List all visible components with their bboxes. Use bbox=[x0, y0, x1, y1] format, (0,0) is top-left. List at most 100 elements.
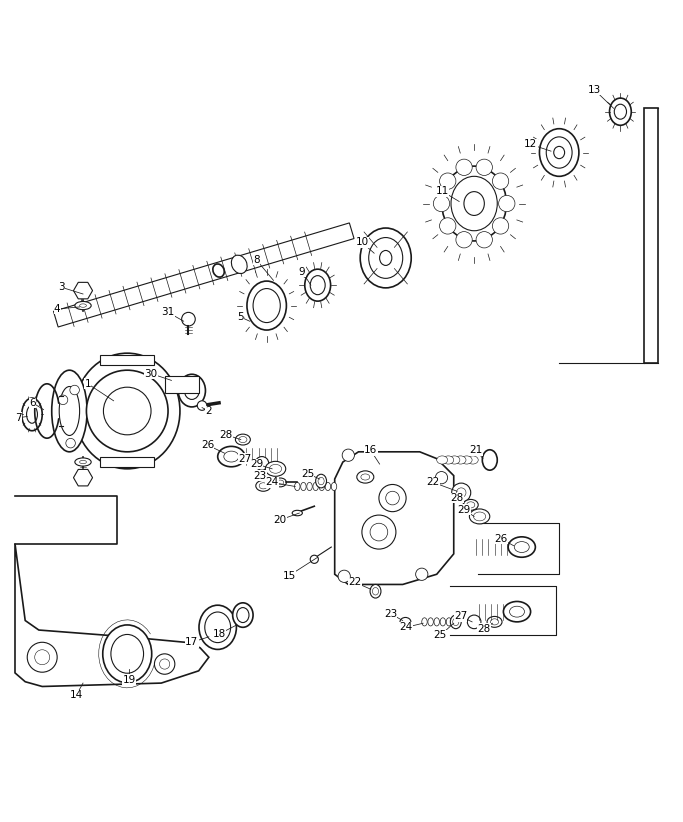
Ellipse shape bbox=[461, 456, 472, 464]
Ellipse shape bbox=[265, 461, 285, 476]
Circle shape bbox=[197, 401, 207, 410]
Ellipse shape bbox=[22, 398, 42, 431]
Ellipse shape bbox=[380, 251, 392, 266]
Ellipse shape bbox=[237, 607, 249, 622]
Ellipse shape bbox=[111, 635, 143, 673]
Text: 9: 9 bbox=[298, 266, 305, 276]
Ellipse shape bbox=[301, 483, 306, 491]
Polygon shape bbox=[100, 457, 154, 467]
Ellipse shape bbox=[213, 264, 224, 277]
Ellipse shape bbox=[455, 456, 466, 464]
Circle shape bbox=[27, 642, 57, 672]
Circle shape bbox=[386, 492, 400, 505]
Text: 29: 29 bbox=[250, 459, 263, 469]
Polygon shape bbox=[100, 355, 154, 365]
Polygon shape bbox=[644, 109, 658, 363]
Text: 10: 10 bbox=[355, 238, 368, 247]
Ellipse shape bbox=[446, 618, 451, 626]
Circle shape bbox=[476, 232, 492, 248]
Text: 17: 17 bbox=[185, 637, 199, 647]
Ellipse shape bbox=[357, 471, 374, 483]
Circle shape bbox=[154, 653, 175, 674]
Circle shape bbox=[342, 449, 354, 461]
Text: 1: 1 bbox=[85, 379, 91, 389]
Ellipse shape bbox=[514, 542, 529, 552]
Ellipse shape bbox=[318, 478, 324, 485]
Circle shape bbox=[87, 370, 168, 452]
Text: 23: 23 bbox=[384, 609, 397, 619]
Text: 8: 8 bbox=[253, 255, 260, 265]
Text: 22: 22 bbox=[348, 577, 362, 588]
Circle shape bbox=[103, 387, 151, 435]
Ellipse shape bbox=[178, 374, 206, 407]
Ellipse shape bbox=[52, 370, 87, 452]
Ellipse shape bbox=[487, 616, 502, 627]
Ellipse shape bbox=[75, 302, 91, 310]
Circle shape bbox=[440, 173, 456, 189]
Circle shape bbox=[338, 570, 350, 583]
Ellipse shape bbox=[440, 618, 445, 626]
Ellipse shape bbox=[451, 177, 497, 231]
Text: 13: 13 bbox=[588, 85, 601, 95]
Circle shape bbox=[35, 649, 50, 665]
Ellipse shape bbox=[490, 619, 499, 625]
Ellipse shape bbox=[205, 612, 231, 643]
Ellipse shape bbox=[319, 483, 324, 491]
Ellipse shape bbox=[464, 192, 484, 215]
Ellipse shape bbox=[224, 451, 239, 462]
Circle shape bbox=[492, 218, 509, 234]
Text: 2: 2 bbox=[206, 406, 212, 416]
Ellipse shape bbox=[443, 456, 454, 464]
Text: 25: 25 bbox=[434, 630, 447, 640]
Polygon shape bbox=[74, 469, 92, 486]
Circle shape bbox=[416, 568, 428, 580]
Ellipse shape bbox=[452, 618, 458, 626]
Text: 21: 21 bbox=[469, 446, 483, 455]
Ellipse shape bbox=[442, 166, 507, 241]
Ellipse shape bbox=[74, 353, 180, 469]
Ellipse shape bbox=[467, 456, 478, 464]
Ellipse shape bbox=[369, 238, 403, 279]
Text: 24: 24 bbox=[400, 622, 413, 632]
Circle shape bbox=[66, 438, 75, 448]
Text: 14: 14 bbox=[70, 690, 83, 700]
Text: 6: 6 bbox=[29, 398, 36, 408]
Text: 28: 28 bbox=[451, 493, 464, 503]
Ellipse shape bbox=[422, 618, 427, 626]
Ellipse shape bbox=[370, 584, 381, 598]
Text: 27: 27 bbox=[238, 454, 251, 464]
Ellipse shape bbox=[450, 615, 461, 629]
Ellipse shape bbox=[75, 458, 91, 466]
Text: 29: 29 bbox=[458, 505, 471, 515]
Ellipse shape bbox=[372, 588, 378, 595]
Ellipse shape bbox=[609, 98, 631, 125]
Ellipse shape bbox=[473, 512, 486, 521]
Ellipse shape bbox=[463, 500, 478, 510]
Ellipse shape bbox=[316, 474, 326, 488]
Circle shape bbox=[370, 524, 388, 541]
Ellipse shape bbox=[508, 537, 535, 557]
Ellipse shape bbox=[614, 104, 626, 119]
Text: 31: 31 bbox=[161, 307, 175, 317]
Ellipse shape bbox=[400, 617, 411, 626]
Circle shape bbox=[182, 312, 195, 326]
Ellipse shape bbox=[313, 483, 318, 491]
Ellipse shape bbox=[59, 386, 80, 436]
Text: 11: 11 bbox=[436, 187, 449, 196]
Circle shape bbox=[58, 395, 68, 404]
Ellipse shape bbox=[233, 603, 253, 627]
Text: 19: 19 bbox=[123, 675, 136, 685]
Text: 20: 20 bbox=[274, 515, 287, 524]
Bar bbox=[165, 376, 199, 393]
Ellipse shape bbox=[361, 474, 370, 480]
Ellipse shape bbox=[256, 480, 270, 492]
Ellipse shape bbox=[80, 460, 87, 464]
Ellipse shape bbox=[360, 228, 411, 288]
Text: 3: 3 bbox=[58, 282, 65, 292]
Ellipse shape bbox=[434, 618, 439, 626]
Ellipse shape bbox=[274, 478, 286, 487]
Ellipse shape bbox=[102, 625, 152, 683]
Ellipse shape bbox=[232, 255, 247, 274]
Text: 25: 25 bbox=[301, 469, 314, 478]
Ellipse shape bbox=[449, 456, 460, 464]
